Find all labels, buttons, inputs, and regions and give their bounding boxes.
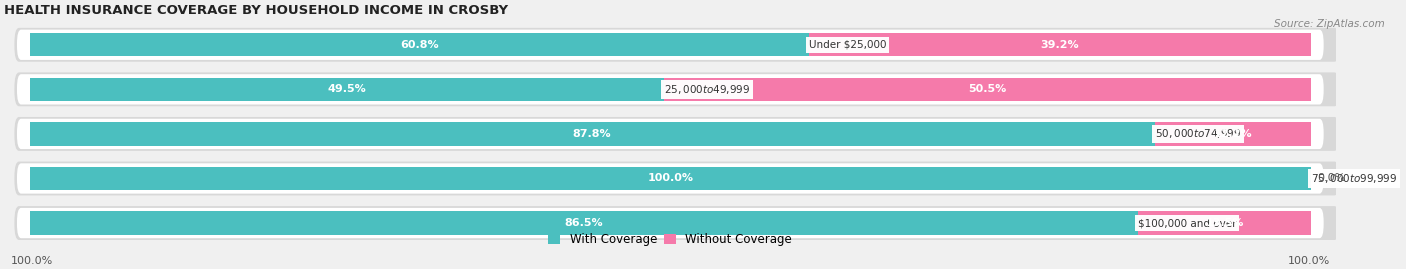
FancyBboxPatch shape — [17, 208, 1323, 238]
FancyBboxPatch shape — [14, 162, 1339, 195]
Text: 12.2%: 12.2% — [1213, 129, 1251, 139]
Text: 100.0%: 100.0% — [647, 174, 693, 183]
Bar — [30, 78, 664, 101]
FancyBboxPatch shape — [17, 30, 1323, 60]
Text: 87.8%: 87.8% — [572, 129, 612, 139]
Text: HEALTH INSURANCE COVERAGE BY HOUSEHOLD INCOME IN CROSBY: HEALTH INSURANCE COVERAGE BY HOUSEHOLD I… — [4, 4, 509, 17]
Text: 100.0%: 100.0% — [11, 256, 53, 266]
Text: Source: ZipAtlas.com: Source: ZipAtlas.com — [1274, 19, 1385, 29]
Text: $50,000 to $74,999: $50,000 to $74,999 — [1154, 128, 1241, 140]
Bar — [30, 211, 1137, 235]
Text: $25,000 to $49,999: $25,000 to $49,999 — [664, 83, 751, 96]
Bar — [30, 33, 808, 56]
Text: 13.5%: 13.5% — [1205, 218, 1243, 228]
Bar — [664, 78, 1310, 101]
FancyBboxPatch shape — [14, 206, 1339, 240]
Bar — [1137, 211, 1310, 235]
Text: 86.5%: 86.5% — [565, 218, 603, 228]
Text: 100.0%: 100.0% — [1288, 256, 1330, 266]
FancyBboxPatch shape — [17, 119, 1323, 149]
FancyBboxPatch shape — [14, 117, 1339, 151]
Text: Under $25,000: Under $25,000 — [808, 40, 886, 50]
Text: 0.0%: 0.0% — [1317, 174, 1346, 183]
Legend: With Coverage, Without Coverage: With Coverage, Without Coverage — [544, 228, 797, 250]
Text: 60.8%: 60.8% — [399, 40, 439, 50]
Text: 49.5%: 49.5% — [328, 84, 366, 94]
FancyBboxPatch shape — [17, 74, 1323, 104]
Bar — [30, 167, 1310, 190]
Text: 50.5%: 50.5% — [969, 84, 1007, 94]
FancyBboxPatch shape — [14, 72, 1339, 106]
Text: $100,000 and over: $100,000 and over — [1137, 218, 1236, 228]
Text: $75,000 to $99,999: $75,000 to $99,999 — [1310, 172, 1398, 185]
Bar — [30, 122, 1154, 146]
FancyBboxPatch shape — [14, 28, 1339, 62]
Bar — [1154, 122, 1310, 146]
FancyBboxPatch shape — [17, 163, 1323, 194]
Text: 39.2%: 39.2% — [1040, 40, 1078, 50]
Bar — [808, 33, 1310, 56]
